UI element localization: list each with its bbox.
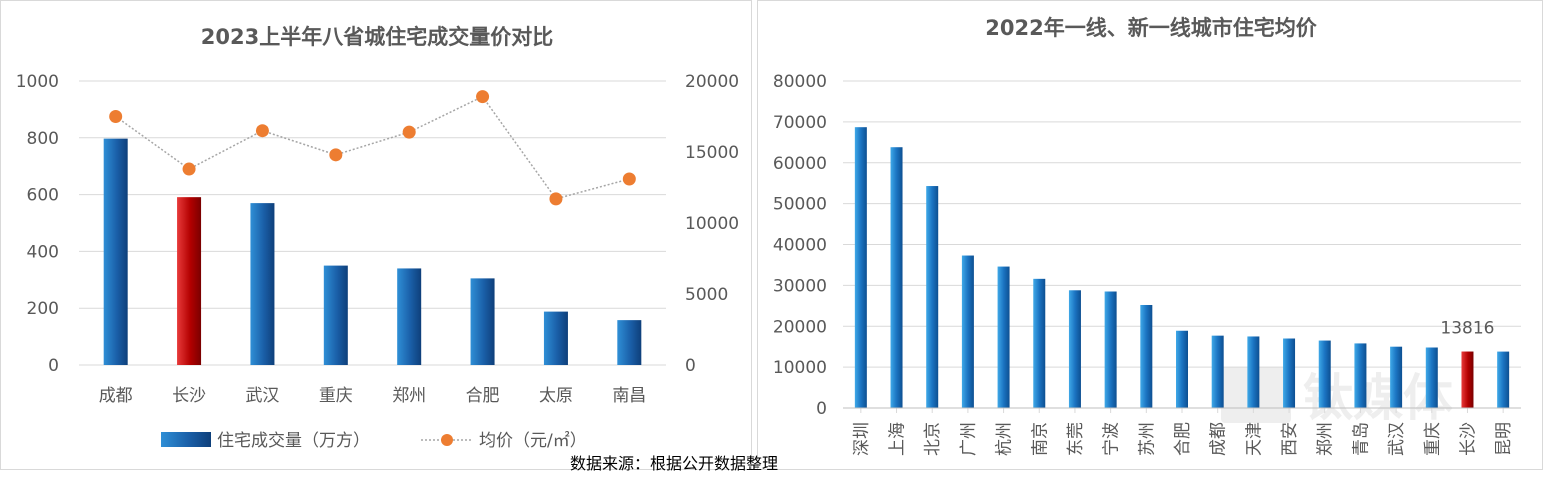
right-x-tick: 昆明	[1494, 422, 1514, 456]
price-point	[622, 172, 636, 186]
price-bar	[854, 127, 867, 408]
right-y-tick: 80000	[773, 72, 827, 92]
price-bar	[1354, 343, 1367, 408]
right-x-tick: 东莞	[1066, 422, 1086, 456]
volume-bar	[250, 203, 275, 365]
right-x-tick: 青岛	[1351, 422, 1371, 456]
right-x-tick: 南京	[1030, 422, 1050, 456]
left-x-tick: 武汉	[245, 386, 279, 406]
right-y-tick: 70000	[773, 113, 827, 133]
right-x-tick: 深圳	[852, 422, 872, 456]
right-y-tick: 50000	[773, 195, 827, 215]
left-y-tick: 1000	[16, 72, 59, 92]
price-bar	[890, 147, 903, 408]
right-y-tick: 10000	[773, 358, 827, 378]
right-x-tick: 郑州	[1316, 422, 1336, 456]
left-y2-tick: 5000	[685, 285, 728, 305]
right-x-tick: 苏州	[1137, 422, 1157, 456]
price-bar	[961, 255, 974, 408]
right-x-tick: 西安	[1280, 422, 1300, 456]
price-line	[115, 95, 630, 200]
right-x-tick: 合肥	[1173, 422, 1193, 456]
price-bar	[1461, 351, 1474, 408]
price-bar	[1211, 335, 1224, 408]
right-chart-title: 2022年一线、新一线城市住宅均价	[985, 16, 1317, 40]
legend-bar-swatch	[161, 432, 211, 447]
left-x-tick: 太原	[539, 386, 573, 406]
right-x-tick: 长沙	[1458, 422, 1478, 456]
left-y-tick: 800	[27, 129, 59, 149]
right-x-tick: 上海	[888, 422, 908, 456]
price-bar	[1390, 346, 1403, 408]
price-bar	[1497, 351, 1510, 408]
price-point	[182, 162, 196, 176]
legend-line-marker	[441, 434, 453, 446]
price-bar	[1033, 278, 1046, 408]
price-point	[402, 125, 416, 139]
right-x-tick: 成都	[1209, 422, 1229, 456]
price-point	[476, 90, 490, 104]
legend-line-label: 均价（元/㎡）	[479, 431, 587, 451]
left-chart-title: 2023上半年八省城住宅成交量价对比	[201, 25, 553, 49]
price-point	[329, 148, 343, 162]
left-y2-tick: 20000	[685, 72, 739, 92]
right-x-tick: 宁波	[1102, 422, 1122, 456]
left-x-tick: 重庆	[319, 386, 353, 406]
right-chart-panel: 2022年一线、新一线城市住宅均价 钛媒体 0 10000 20000 30000 40…	[757, 0, 1543, 470]
price-bar	[1425, 347, 1438, 408]
left-y-tick: 0	[48, 356, 59, 376]
price-bar	[1068, 290, 1081, 408]
price-point	[255, 124, 269, 138]
volume-bar	[543, 311, 568, 365]
price-bar	[997, 266, 1010, 408]
volume-bar	[397, 268, 422, 365]
right-x-tick: 武汉	[1387, 422, 1407, 456]
left-y2-tick: 10000	[685, 214, 739, 234]
price-bar	[1318, 340, 1331, 408]
left-chart-svg: 2023上半年八省城住宅成交量价对比 020040060080010000500…	[16, 25, 739, 451]
right-x-tick: 北京	[923, 422, 943, 456]
right-y-tick: 40000	[773, 236, 827, 256]
left-x-tick: 南昌	[612, 386, 646, 406]
left-y-tick: 200	[27, 299, 59, 319]
highlight-data-label: 13816	[1440, 319, 1494, 339]
price-bar	[1176, 330, 1188, 408]
left-chart-panel: 2023上半年八省城住宅成交量价对比 0 200 400 600 800 1000 0 500…	[0, 0, 752, 470]
left-y2-tick: 0	[685, 356, 696, 376]
price-point	[549, 192, 563, 206]
price-bar	[1247, 336, 1260, 408]
price-bar	[926, 186, 939, 408]
right-x-tick: 广州	[959, 422, 979, 456]
right-x-tick: 重庆	[1423, 422, 1443, 456]
left-x-tick: 合肥	[466, 386, 500, 406]
left-x-tick: 长沙	[172, 386, 206, 406]
left-y-tick: 600	[27, 186, 59, 206]
right-y-tick: 60000	[773, 154, 827, 174]
price-point	[109, 110, 123, 123]
left-x-tick: 成都	[99, 386, 133, 406]
volume-bar	[323, 265, 348, 365]
volume-bar	[103, 138, 128, 365]
legend-bar-label: 住宅成交量（万方）	[217, 431, 370, 451]
volume-bar	[177, 197, 202, 365]
right-y-tick: 20000	[773, 317, 827, 337]
right-y-tick: 30000	[773, 276, 827, 296]
left-y-tick: 400	[27, 242, 59, 262]
volume-bar	[470, 278, 495, 365]
right-y-tick: 0	[816, 399, 827, 419]
price-bar	[1283, 338, 1296, 408]
left-y2-tick: 15000	[685, 143, 739, 163]
right-x-tick: 天津	[1244, 422, 1264, 456]
price-bar	[1104, 291, 1117, 408]
right-chart-svg: 2022年一线、新一线城市住宅均价 钛媒体 010000200003000040…	[773, 16, 1521, 456]
volume-bar	[617, 320, 642, 365]
price-bar	[1140, 304, 1153, 408]
left-x-tick: 郑州	[392, 386, 426, 406]
right-x-tick: 杭州	[995, 422, 1015, 456]
source-note: 数据来源：根据公开数据整理	[570, 454, 779, 473]
